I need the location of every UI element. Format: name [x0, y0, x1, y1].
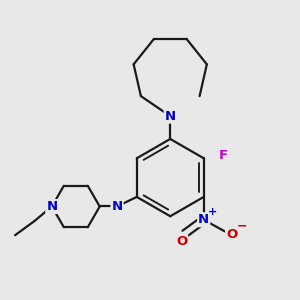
Text: F: F	[218, 149, 227, 162]
Text: N: N	[46, 200, 57, 213]
Text: N: N	[165, 110, 176, 123]
Text: O: O	[176, 235, 187, 248]
Text: N: N	[198, 213, 209, 226]
Text: −: −	[237, 220, 247, 232]
Text: N: N	[112, 200, 123, 213]
Text: O: O	[226, 228, 237, 241]
Text: +: +	[208, 207, 218, 217]
